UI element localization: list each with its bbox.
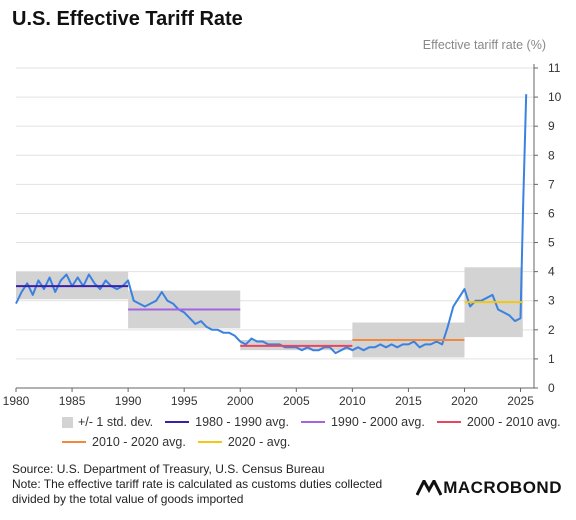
legend-swatch-std-dev (62, 416, 73, 428)
note-line-1: Note: The effective tariff rate is calcu… (12, 477, 383, 491)
legend-item-2020: 2020 - avg. (197, 435, 291, 449)
y-tick-label: 9 (548, 119, 555, 133)
x-tick-label: 2020 (451, 394, 478, 408)
y-tick-label: 10 (548, 90, 562, 104)
legend-swatch-2020 (197, 441, 222, 443)
x-tick-label: 2005 (283, 394, 310, 408)
legend-swatch-2000-2010 (436, 421, 461, 423)
y-tick-label: 4 (548, 265, 555, 279)
source-text: Source: U.S. Department of Treasury, U.S… (12, 462, 325, 476)
x-tick-label: 1985 (59, 394, 86, 408)
x-tick-label: 2010 (339, 394, 366, 408)
chart-title: U.S. Effective Tariff Rate (12, 8, 243, 30)
legend-label-1980-1990: 1980 - 1990 avg. (195, 415, 289, 429)
legend-item-1980-1990: 1980 - 1990 avg. (165, 415, 289, 429)
legend-label-1990-2000: 1990 - 2000 avg. (330, 415, 425, 429)
y-tick-label: 3 (548, 294, 555, 308)
x-tick-label: 1990 (115, 394, 142, 408)
legend-label-std-dev: +/- 1 std. dev. (78, 415, 154, 429)
x-tick-label: 2015 (395, 394, 422, 408)
legend-label-2010-2020: 2010 - 2020 avg. (92, 435, 186, 449)
x-tick-label: 1980 (3, 394, 30, 408)
x-tick-label: 2000 (227, 394, 254, 408)
note-line-2: divided by the total value of goods impo… (12, 492, 244, 506)
y-tick-label: 11 (548, 61, 561, 75)
tariff-chart: 0 1 2 3 4 5 6 7 8 9 10 11 1980 1985 1990 1995 2000 2005 20… (3, 61, 562, 408)
legend-item-2000-2010: 2000 - 2010 avg. (436, 415, 561, 429)
y-tick-label: 1 (548, 352, 555, 366)
tariff-rate-series-line (15, 94, 528, 355)
legend-item-2010-2020: 2010 - 2020 avg. (62, 435, 186, 449)
macrobond-logo-mark-icon (416, 480, 443, 496)
x-tick-label: 2025 (507, 394, 534, 408)
x-tick-label: 1995 (171, 394, 198, 408)
y-tick-label: 5 (548, 236, 555, 250)
legend: +/- 1 std. dev. 1980 - 1990 avg. 1990 - … (62, 415, 562, 455)
y-tick-label: 6 (548, 206, 555, 220)
y-tick-label: 8 (548, 148, 555, 162)
legend-item-std-dev: +/- 1 std. dev. (62, 415, 153, 429)
macrobond-logo: MACROBOND (416, 478, 562, 498)
legend-item-1990-2000: 1990 - 2000 avg. (300, 415, 425, 429)
legend-label-2000-2010: 2000 - 2010 avg. (466, 415, 561, 429)
macrobond-wordmark: MACROBOND (443, 478, 562, 497)
legend-swatch-1990-2000 (300, 421, 325, 423)
legend-row-2: 2010 - 2020 avg. 2020 - avg. (62, 435, 562, 449)
legend-swatch-1980-1990 (165, 421, 190, 423)
legend-row-1: +/- 1 std. dev. 1980 - 1990 avg. 1990 - … (62, 415, 562, 429)
y-axis-label: Effective tariff rate (%) (422, 38, 546, 52)
legend-swatch-2010-2020 (62, 441, 86, 443)
legend-label-2020: 2020 - avg. (227, 435, 291, 449)
y-tick-label: 7 (548, 177, 555, 191)
y-tick-label: 2 (548, 323, 555, 337)
footer-notes: Source: U.S. Department of Treasury, U.S… (12, 462, 382, 507)
y-tick-label: 0 (548, 381, 555, 395)
